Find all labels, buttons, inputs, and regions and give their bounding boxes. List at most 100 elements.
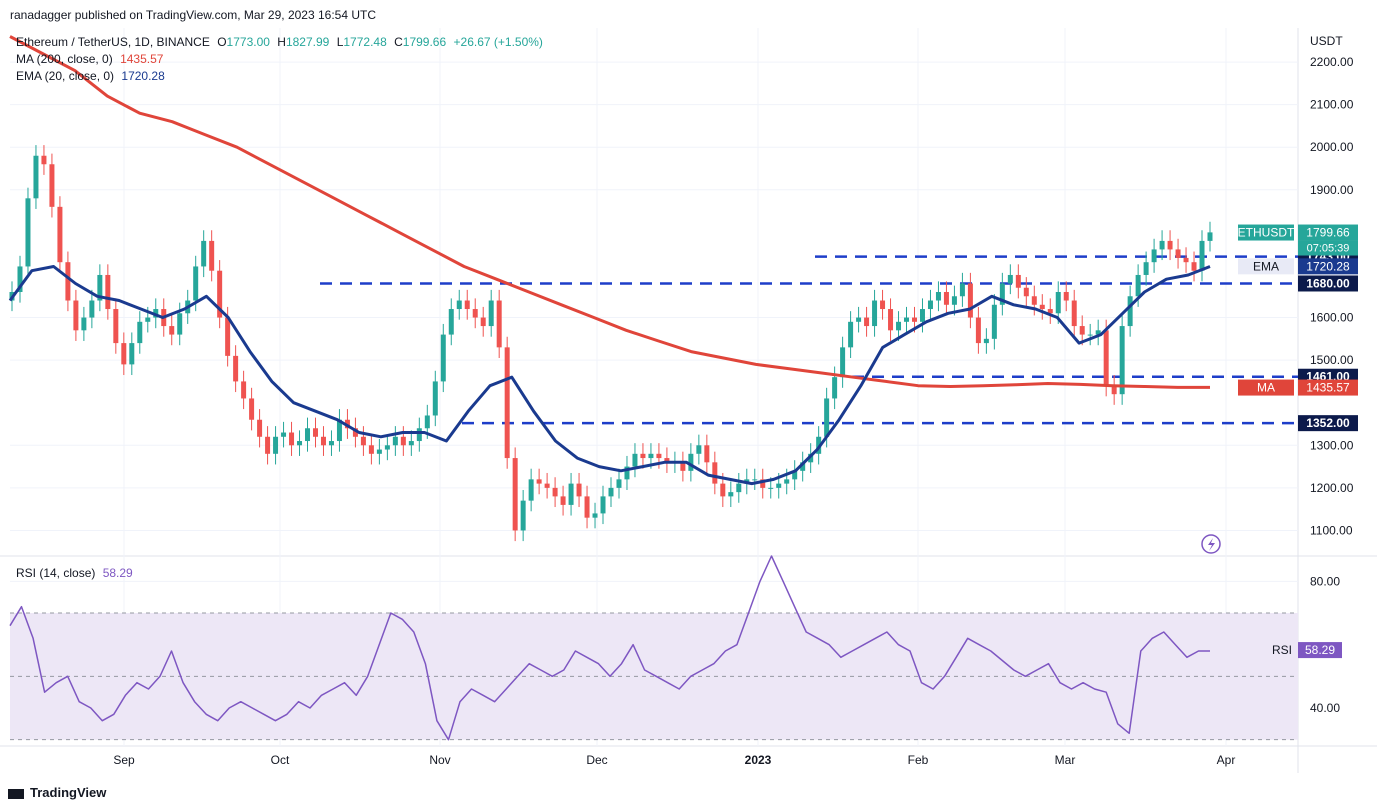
candle-body bbox=[768, 487, 774, 489]
candle-body bbox=[305, 428, 311, 442]
low-label: L bbox=[336, 35, 344, 49]
candle-body bbox=[624, 466, 630, 480]
tag-value-box bbox=[1298, 224, 1358, 241]
candle-body bbox=[1135, 274, 1141, 297]
candle-body bbox=[225, 317, 231, 356]
candle-body bbox=[584, 496, 590, 518]
ema-label: EMA (20, close, 0) bbox=[16, 69, 115, 83]
price-tick-label: 1900.00 bbox=[1310, 183, 1354, 197]
candle-body bbox=[664, 458, 670, 463]
candle-body bbox=[1047, 309, 1053, 314]
time-tick-label: Dec bbox=[586, 753, 607, 767]
candle-body bbox=[448, 309, 454, 335]
candlesticks bbox=[9, 145, 1213, 542]
support-resistance-levels bbox=[320, 255, 1298, 425]
candle-body bbox=[416, 428, 422, 442]
candle-body bbox=[392, 436, 398, 446]
candle-body bbox=[1007, 274, 1013, 284]
candle-body bbox=[217, 270, 223, 318]
time-tick-label: Feb bbox=[908, 753, 929, 767]
candle-body bbox=[1023, 287, 1029, 297]
price-tick-label: 1600.00 bbox=[1310, 311, 1354, 325]
price-axis[interactable]: USDT 2200.00 2100.00 2000.00 1900.00 1600.00 1… bbox=[1310, 34, 1354, 715]
tag-name-box bbox=[1238, 224, 1294, 241]
tag-value: 1799.66 bbox=[1306, 226, 1350, 240]
tag-name: EMA bbox=[1253, 259, 1279, 273]
candle-body bbox=[49, 164, 55, 207]
candle-body bbox=[65, 262, 71, 301]
ma-label: MA (200, close, 0) bbox=[16, 52, 113, 66]
candle-body bbox=[129, 343, 135, 365]
candle-body bbox=[656, 453, 662, 459]
rsi-tag-name: RSI bbox=[1272, 643, 1292, 657]
change-value: +26.67 (+1.50%) bbox=[453, 35, 543, 49]
candle-body bbox=[856, 317, 862, 322]
time-tick-label: 2023 bbox=[745, 753, 772, 767]
tradingview-logo[interactable]: TradingView bbox=[8, 785, 106, 800]
candle-body bbox=[432, 381, 438, 416]
tag-value: 1720.28 bbox=[1306, 259, 1350, 273]
candle-body bbox=[297, 441, 303, 446]
candle-body bbox=[999, 283, 1005, 305]
candle-body bbox=[352, 428, 358, 437]
rsi-value-box bbox=[1298, 642, 1342, 659]
candle-body bbox=[800, 462, 806, 471]
price-tick-label: 1100.00 bbox=[1310, 523, 1353, 537]
candle-body bbox=[504, 347, 510, 459]
price-tick-label: 1500.00 bbox=[1310, 353, 1354, 367]
candle-body bbox=[456, 300, 462, 310]
candle-body bbox=[576, 483, 582, 497]
candle-body bbox=[121, 343, 127, 365]
candle-body bbox=[696, 445, 702, 454]
candle-body bbox=[177, 313, 183, 335]
price-tick-label: 2100.00 bbox=[1310, 98, 1354, 112]
symbol-legend[interactable]: Ethereum / TetherUS, 1D, BINANCE O1773.0… bbox=[16, 35, 547, 49]
high-label: H bbox=[277, 35, 286, 49]
candle-body bbox=[480, 317, 486, 327]
ema-value: 1720.28 bbox=[121, 69, 165, 83]
level-tag bbox=[1298, 415, 1358, 432]
time-tick-label: Oct bbox=[271, 753, 290, 767]
level-tag-label: 1352.00 bbox=[1306, 416, 1350, 430]
candle-body bbox=[832, 377, 838, 399]
candle-body bbox=[991, 304, 997, 339]
brand-text: TradingView bbox=[30, 785, 107, 800]
publisher-text: ranadagger published on TradingView.com,… bbox=[10, 8, 377, 22]
candle-body bbox=[145, 317, 151, 322]
ma200-path bbox=[9, 35, 1210, 389]
price-tick-label: 2000.00 bbox=[1310, 140, 1354, 154]
tag-name-box bbox=[1238, 379, 1294, 396]
time-axis[interactable]: Sep Oct Nov Dec 2023 Feb Mar Apr bbox=[113, 753, 1235, 767]
ma-legend[interactable]: MA (200, close, 0) 1435.57 bbox=[16, 52, 167, 66]
candle-body bbox=[632, 453, 638, 467]
candle-body bbox=[320, 436, 326, 446]
candle-body bbox=[57, 206, 63, 263]
candle-body bbox=[249, 398, 255, 420]
candle-body bbox=[328, 441, 334, 446]
candle-body bbox=[864, 317, 870, 327]
candle-body bbox=[289, 432, 295, 446]
candle-body bbox=[1079, 326, 1085, 335]
ema-legend[interactable]: EMA (20, close, 0) 1720.28 bbox=[16, 69, 169, 83]
candle-body bbox=[464, 300, 470, 310]
candle-body bbox=[568, 483, 574, 505]
candle-body bbox=[472, 309, 478, 318]
candle-body bbox=[105, 274, 111, 310]
candle-body bbox=[872, 300, 878, 327]
candle-body bbox=[935, 292, 941, 301]
close-value: 1799.66 bbox=[402, 35, 447, 49]
level-tag bbox=[1298, 275, 1358, 292]
candle-body bbox=[880, 300, 886, 310]
time-tick-label: Sep bbox=[113, 753, 135, 767]
candle-body bbox=[193, 266, 199, 301]
open-label: O bbox=[217, 35, 227, 49]
candle-body bbox=[97, 274, 103, 301]
tag-sub: 07:05:39 bbox=[1307, 243, 1350, 255]
candle-body bbox=[408, 441, 414, 446]
candle-body bbox=[680, 462, 686, 471]
candle-body bbox=[959, 283, 965, 297]
candle-body bbox=[720, 483, 726, 497]
candle-body bbox=[73, 300, 79, 331]
rsi-legend[interactable]: RSI (14, close) 58.29 bbox=[16, 566, 137, 580]
